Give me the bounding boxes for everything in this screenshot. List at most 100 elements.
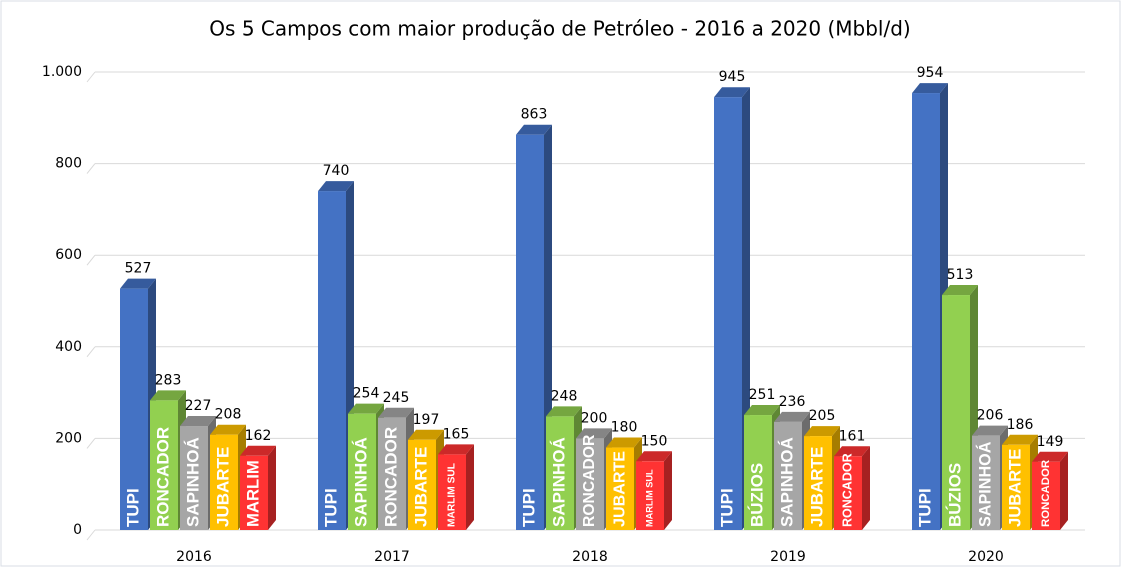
bar-label: BÚZIOS bbox=[747, 463, 766, 527]
grid-line-depth bbox=[86, 163, 96, 174]
bar bbox=[408, 439, 436, 530]
bar bbox=[1002, 444, 1030, 530]
bar-top bbox=[912, 83, 948, 94]
bar bbox=[912, 93, 940, 531]
grid-line-depth bbox=[86, 71, 96, 83]
value-label: 945 bbox=[719, 69, 746, 85]
bar bbox=[972, 435, 1000, 530]
bar bbox=[150, 400, 178, 530]
bar-top bbox=[714, 87, 750, 98]
value-label: 149 bbox=[1037, 434, 1064, 450]
value-label: 863 bbox=[521, 107, 548, 123]
bar-top bbox=[120, 278, 156, 289]
value-label: 205 bbox=[809, 408, 836, 424]
x-tick-label: 2020 bbox=[968, 549, 1004, 565]
bar-top bbox=[516, 124, 552, 135]
value-label: 208 bbox=[215, 407, 242, 423]
bar-top bbox=[318, 181, 354, 192]
bar bbox=[348, 413, 376, 530]
value-label: 150 bbox=[641, 433, 668, 449]
bar-label: MARLIM SUL bbox=[447, 463, 458, 527]
bar-top bbox=[150, 390, 186, 401]
y-tick-label: 800 bbox=[55, 156, 82, 172]
bar-label: RONCADOR bbox=[1040, 460, 1052, 527]
bar-side bbox=[268, 445, 276, 530]
bar bbox=[606, 447, 634, 530]
value-label: 245 bbox=[383, 390, 410, 406]
bar bbox=[546, 416, 574, 530]
bar-label: TUPI bbox=[519, 488, 538, 527]
bar-top bbox=[744, 405, 780, 416]
bar-label: TUPI bbox=[123, 488, 142, 527]
value-label: 254 bbox=[353, 386, 380, 402]
bar-top bbox=[636, 451, 672, 462]
bar-top bbox=[546, 406, 582, 417]
value-label: 954 bbox=[917, 65, 944, 81]
y-tick-label: 400 bbox=[55, 339, 82, 355]
value-label: 186 bbox=[1007, 417, 1034, 433]
bar-label: SAPINHOÁ bbox=[183, 437, 202, 527]
bar bbox=[240, 455, 268, 530]
value-label: 165 bbox=[443, 426, 470, 442]
bar-top bbox=[942, 285, 978, 296]
bar bbox=[378, 417, 406, 530]
bar-side bbox=[466, 444, 474, 530]
bar-label: TUPI bbox=[717, 488, 736, 527]
bar-label: RONCADOR bbox=[153, 427, 172, 527]
bar-top bbox=[378, 407, 414, 418]
bar-top bbox=[606, 437, 642, 448]
bar-top bbox=[210, 424, 246, 435]
x-tick-label: 2017 bbox=[374, 549, 410, 565]
bar-label: BÚZIOS bbox=[945, 463, 964, 527]
y-tick-label: 1.000 bbox=[42, 64, 82, 80]
value-label: 180 bbox=[611, 420, 638, 436]
bar bbox=[744, 415, 772, 530]
bar-label: JUBARTE bbox=[610, 451, 628, 527]
bar-label: TUPI bbox=[321, 488, 340, 527]
bar bbox=[576, 438, 604, 530]
value-label: 283 bbox=[155, 372, 182, 388]
bar-top bbox=[972, 425, 1008, 436]
bar bbox=[318, 191, 346, 530]
value-label: 197 bbox=[413, 412, 440, 428]
bar bbox=[636, 461, 664, 530]
bar bbox=[1032, 461, 1060, 530]
y-tick-label: 600 bbox=[55, 247, 82, 263]
bar-label: SAPINHOÁ bbox=[975, 441, 994, 527]
x-tick-label: 2016 bbox=[176, 549, 212, 565]
bar-top bbox=[408, 429, 444, 440]
bar-label: SAPINHOÁ bbox=[777, 437, 796, 527]
bar-label: RONCADOR bbox=[381, 427, 400, 527]
value-label: 251 bbox=[749, 387, 776, 403]
bar-label: SAPINHOÁ bbox=[549, 437, 568, 527]
value-label: 236 bbox=[779, 394, 806, 410]
bar bbox=[180, 426, 208, 530]
value-label: 513 bbox=[947, 267, 974, 283]
bar-top bbox=[1002, 434, 1038, 445]
bar-label: MARLIM SUL bbox=[644, 469, 654, 527]
bar-top bbox=[774, 411, 810, 422]
bar-label: RONCADOR bbox=[840, 453, 854, 527]
grid-line-depth bbox=[86, 254, 96, 266]
grid-line-depth bbox=[86, 346, 96, 358]
bar-label: JUBARTE bbox=[411, 447, 430, 527]
bar-side bbox=[1060, 451, 1068, 530]
bar-top bbox=[576, 428, 612, 439]
bar-top bbox=[240, 445, 276, 456]
bar-top bbox=[834, 446, 870, 457]
bar-top bbox=[1032, 451, 1068, 462]
bar bbox=[210, 434, 238, 530]
y-tick-label: 0 bbox=[73, 522, 82, 538]
value-label: 740 bbox=[323, 163, 350, 179]
bar bbox=[942, 295, 970, 530]
bar-top bbox=[180, 416, 216, 427]
bar bbox=[834, 456, 862, 530]
bar-label: JUBARTE bbox=[807, 447, 826, 527]
bar bbox=[120, 288, 148, 530]
x-tick-label: 2019 bbox=[770, 549, 806, 565]
bar-side bbox=[664, 451, 672, 530]
bar bbox=[774, 421, 802, 530]
bar-label: SAPINHOÁ bbox=[351, 437, 370, 527]
y-tick-label: 200 bbox=[55, 430, 82, 446]
